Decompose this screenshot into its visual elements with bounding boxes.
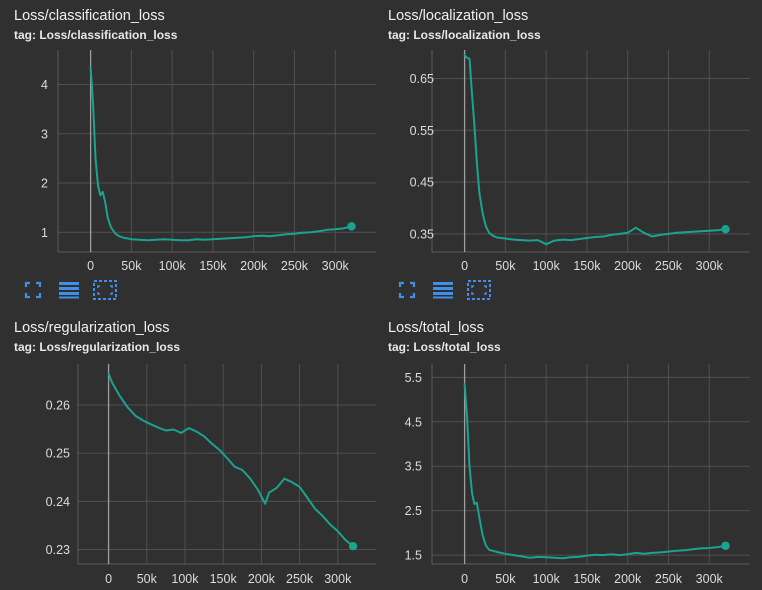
data-table-button[interactable] [56, 279, 82, 301]
y-tick-label: 3 [41, 127, 48, 141]
selection-fit-icon [467, 280, 491, 300]
chart-title: Loss/total_loss [388, 320, 484, 336]
x-tick-label: 250k [281, 259, 309, 273]
x-tick-label: 50k [121, 259, 142, 273]
x-tick-label: 150k [573, 259, 601, 273]
y-tick-label: 0.26 [46, 398, 70, 412]
chart-title: Loss/classification_loss [14, 8, 165, 24]
y-tick-label: 1 [41, 226, 48, 240]
last-point-marker [348, 541, 358, 551]
fit-domain-icon [398, 281, 416, 299]
y-tick-label: 2 [41, 177, 48, 191]
y-tick-label: 1.5 [405, 549, 422, 563]
chart-plot[interactable]: 0 50k 100k 150k 200k 250k 300k 1 2 3 4 [0, 0, 381, 280]
fit-domain-button[interactable] [394, 279, 420, 301]
chart-plot[interactable]: 0 50k 100k 150k 200k 250k 300k 0.35 0.45 0.55 0.65 [374, 0, 755, 280]
y-tick-label: 0.23 [46, 543, 70, 557]
last-point-marker [721, 541, 730, 550]
chart-title: Loss/localization_loss [388, 8, 529, 24]
selection-fit-button[interactable] [466, 279, 492, 301]
x-tick-label: 100k [533, 259, 561, 273]
x-tick-label: 250k [655, 259, 683, 273]
x-tick-label: 0 [461, 572, 468, 586]
y-tick-label: 4.5 [405, 415, 422, 429]
chart-card-total-loss: Loss/total_loss tag: Loss/total_loss 0 50… [374, 312, 755, 590]
y-tick-label: 0.35 [410, 227, 434, 241]
chart-tag: tag: Loss/localization_loss [388, 28, 541, 42]
x-tick-label: 200k [614, 259, 642, 273]
chart-tag: tag: Loss/regularization_loss [14, 340, 181, 354]
chart-tag: tag: Loss/total_loss [388, 340, 501, 354]
chart-tag: tag: Loss/classification_loss [14, 28, 178, 42]
chart-title: Loss/regularization_loss [14, 320, 170, 336]
chart-card-localization-loss: Loss/localization_loss tag: Loss/localiz… [374, 0, 755, 310]
y-tick-label: 0.45 [410, 176, 434, 190]
x-tick-label: 150k [199, 259, 227, 273]
x-tick-label: 200k [248, 572, 276, 586]
y-tick-label: 4 [41, 78, 48, 92]
data-table-button[interactable] [430, 279, 456, 301]
x-tick-label: 250k [655, 572, 683, 586]
y-tick-label: 0.65 [410, 72, 434, 86]
x-tick-label: 300k [322, 259, 350, 273]
x-tick-label: 0 [105, 572, 112, 586]
x-tick-label: 50k [137, 572, 158, 586]
fit-domain-button[interactable] [20, 279, 46, 301]
chart-toolbar [394, 279, 492, 301]
x-tick-label: 100k [171, 572, 199, 586]
last-point-marker [721, 225, 730, 234]
x-tick-label: 200k [614, 572, 642, 586]
chart-plot[interactable]: 0 50k 100k 150k 200k 250k 300k 0.23 0.24 0.25 0.26 [0, 312, 381, 590]
x-tick-label: 100k [533, 572, 561, 586]
selection-fit-icon [93, 280, 117, 300]
series-line [107, 372, 355, 548]
series-line [463, 54, 727, 246]
x-tick-label: 0 [461, 259, 468, 273]
x-tick-label: 150k [210, 572, 238, 586]
last-point-marker [347, 222, 356, 231]
data-table-icon [59, 282, 79, 299]
x-tick-label: 50k [495, 572, 516, 586]
chart-plot[interactable]: 0 50k 100k 150k 200k 250k 300k 1.5 2.5 3.5 4.5 5.5 [374, 312, 755, 590]
x-tick-label: 100k [159, 259, 187, 273]
y-tick-label: 0.25 [46, 447, 70, 461]
x-tick-label: 200k [240, 259, 268, 273]
x-tick-label: 0 [87, 259, 94, 273]
y-tick-label: 2.5 [405, 504, 422, 518]
series-line [89, 66, 353, 242]
data-table-icon [433, 282, 453, 299]
chart-toolbar [20, 279, 118, 301]
y-tick-label: 3.5 [405, 460, 422, 474]
x-tick-label: 50k [495, 259, 516, 273]
x-tick-label: 300k [324, 572, 352, 586]
chart-card-regularization-loss: Loss/regularization_loss tag: Loss/regul… [0, 312, 381, 590]
x-tick-label: 150k [573, 572, 601, 586]
chart-card-classification-loss: Loss/classification_loss tag: Loss/class… [0, 0, 381, 310]
x-tick-label: 300k [696, 572, 724, 586]
x-tick-label: 300k [696, 259, 724, 273]
x-tick-label: 250k [286, 572, 314, 586]
y-tick-label: 0.24 [46, 495, 70, 509]
y-tick-label: 5.5 [405, 371, 422, 385]
fit-domain-icon [24, 281, 42, 299]
selection-fit-button[interactable] [92, 279, 118, 301]
series-line [463, 383, 727, 560]
y-tick-label: 0.55 [410, 124, 434, 138]
